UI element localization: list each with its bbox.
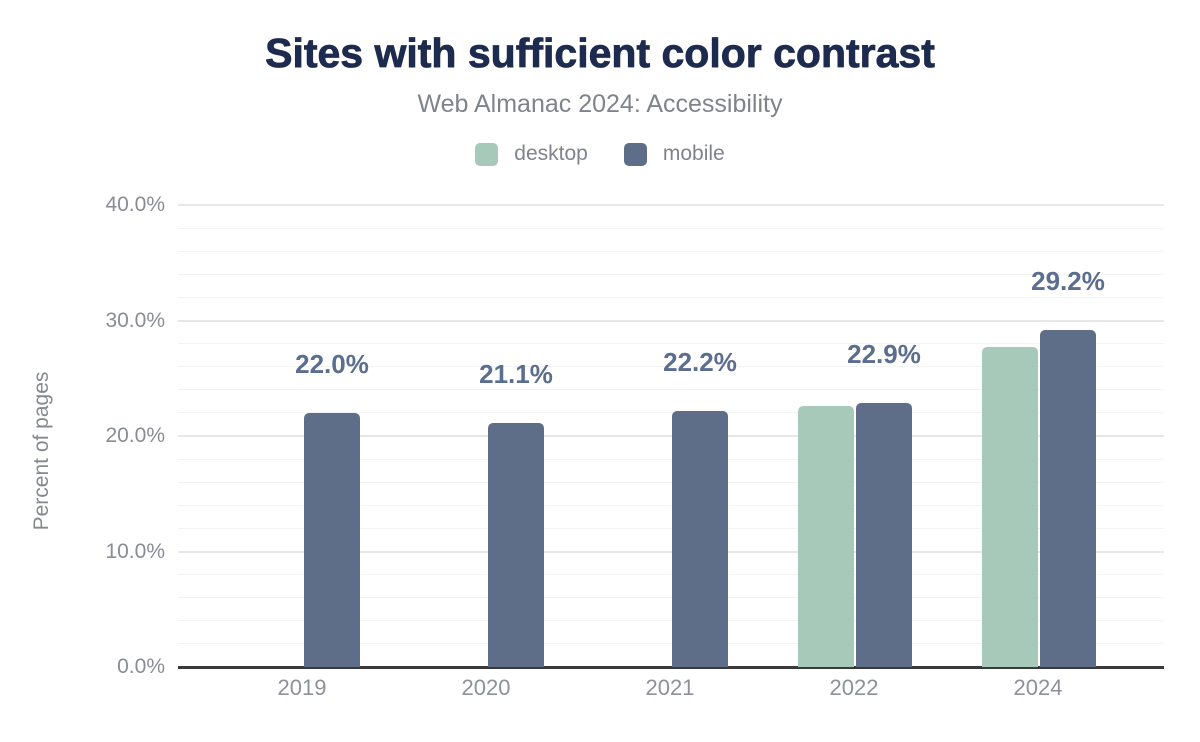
- bar-mobile-2019[interactable]: [304, 412, 360, 667]
- bar-value-label-2021: 22.2%: [663, 346, 737, 377]
- desktop-swatch-icon: [475, 142, 499, 166]
- chart-title: Sites with sufficient color contrast: [265, 30, 936, 77]
- minor-gridline-24pct: [178, 389, 1164, 391]
- minor-gridline-18pct: [178, 458, 1164, 460]
- x-tick-label-2019: 2019: [277, 675, 327, 700]
- minor-gridline-12pct: [178, 527, 1164, 529]
- y-axis-title: Percent of pages: [30, 371, 53, 531]
- y-tick-label-40.0%: 40.0%: [105, 193, 165, 216]
- mobile-swatch-icon: [623, 142, 647, 166]
- bar-mobile-2022[interactable]: [856, 402, 912, 667]
- y-tick-label-0.0%: 0.0%: [117, 655, 165, 678]
- minor-gridline-38pct: [178, 227, 1164, 229]
- legend-item-desktop[interactable]: desktop: [475, 142, 588, 166]
- bar-value-label-2022: 22.9%: [847, 338, 921, 369]
- x-tick-label-2024: 2024: [1013, 675, 1063, 700]
- y-tick-label-10.0%: 10.0%: [105, 539, 165, 563]
- minor-gridline-8pct: [178, 574, 1164, 576]
- x-axis-line: [178, 666, 1164, 669]
- y-tick-label-30.0%: 30.0%: [105, 308, 165, 332]
- chart-subtitle: Web Almanac 2024: Accessibility: [417, 90, 783, 118]
- minor-gridline-22pct: [178, 412, 1164, 414]
- minor-gridline-14pct: [178, 504, 1164, 506]
- major-gridline-20pct: [178, 435, 1164, 437]
- minor-gridline-34pct: [178, 273, 1164, 275]
- legend-item-mobile[interactable]: mobile: [623, 142, 725, 166]
- legend: desktop mobile: [0, 142, 1200, 166]
- x-tick-label-2021: 2021: [645, 675, 695, 700]
- x-tick-label-2020: 2020: [461, 675, 511, 700]
- bar-mobile-2024[interactable]: [1040, 329, 1096, 667]
- major-gridline-30pct: [178, 319, 1164, 322]
- bar-value-label-2019: 22.0%: [295, 348, 369, 379]
- bar-mobile-2020[interactable]: [488, 423, 544, 667]
- x-tick-label-2022: 2022: [829, 675, 879, 700]
- bar-value-label-2020: 21.1%: [479, 359, 553, 390]
- bar-value-label-2024: 29.2%: [1031, 265, 1105, 296]
- bar-desktop-2024[interactable]: [982, 347, 1038, 667]
- major-gridline-40pct: [178, 204, 1164, 206]
- bar-mobile-2021[interactable]: [672, 410, 728, 667]
- minor-gridline-16pct: [178, 481, 1164, 483]
- legend-label-mobile: mobile: [662, 142, 725, 165]
- y-tick-label-20.0%: 20.0%: [105, 424, 165, 447]
- legend-label-desktop: desktop: [514, 142, 588, 165]
- bar-desktop-2022[interactable]: [798, 405, 854, 667]
- major-gridline-10pct: [178, 550, 1164, 553]
- minor-gridline-28pct: [178, 343, 1164, 345]
- minor-gridline-32pct: [178, 296, 1164, 298]
- minor-gridline-26pct: [178, 366, 1164, 368]
- minor-gridline-4pct: [178, 620, 1164, 622]
- minor-gridline-2pct: [178, 643, 1164, 645]
- minor-gridline-36pct: [178, 250, 1164, 252]
- minor-gridline-6pct: [178, 597, 1164, 599]
